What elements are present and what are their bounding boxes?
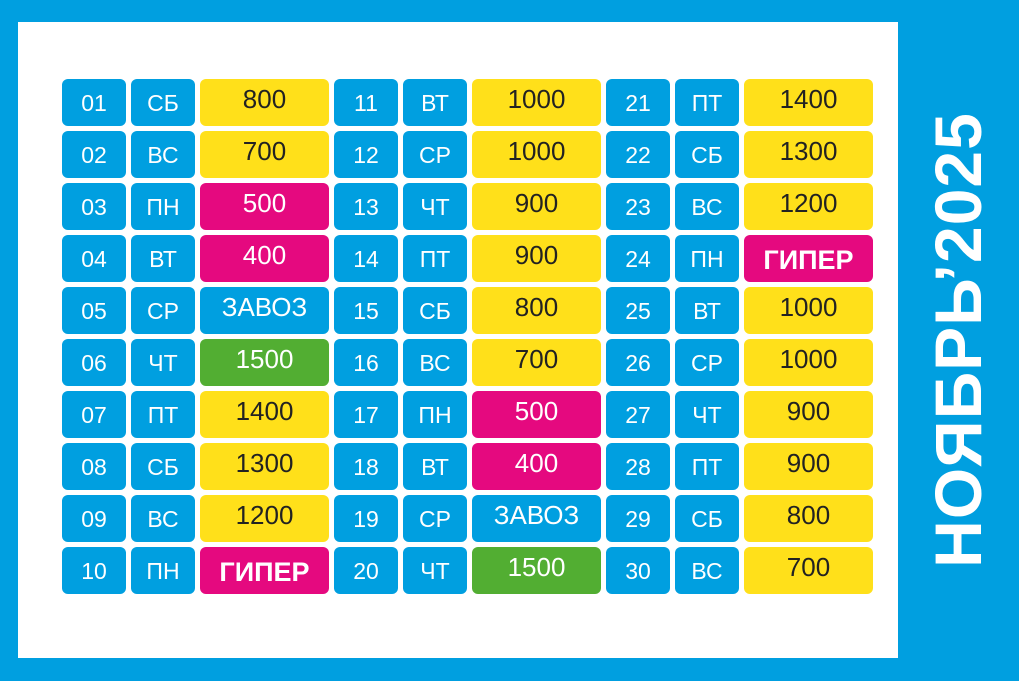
day-number: 26 bbox=[606, 339, 670, 386]
day-number: 08 bbox=[62, 443, 126, 490]
day-of-week: ВТ bbox=[675, 287, 739, 334]
day-of-week: ВТ bbox=[403, 79, 467, 126]
month-title: НОЯБРЬ’2025 bbox=[921, 112, 995, 568]
day-value: 1200 bbox=[744, 183, 873, 230]
day-number: 22 bbox=[606, 131, 670, 178]
day-number: 28 bbox=[606, 443, 670, 490]
day-value: 900 bbox=[472, 235, 601, 282]
day-of-week: ВТ bbox=[403, 443, 467, 490]
day-number: 05 bbox=[62, 287, 126, 334]
day-value: 900 bbox=[744, 443, 873, 490]
day-number: 06 bbox=[62, 339, 126, 386]
day-of-week: ВТ bbox=[131, 235, 195, 282]
day-value: 400 bbox=[472, 443, 601, 490]
day-value: 800 bbox=[744, 495, 873, 542]
day-of-week: ЧТ bbox=[403, 547, 467, 594]
day-value: 700 bbox=[200, 131, 329, 178]
day-number: 01 bbox=[62, 79, 126, 126]
day-number: 15 bbox=[334, 287, 398, 334]
day-of-week: СР bbox=[403, 131, 467, 178]
day-number: 23 bbox=[606, 183, 670, 230]
day-number: 19 bbox=[334, 495, 398, 542]
day-of-week: ПТ bbox=[131, 391, 195, 438]
day-of-week: СБ bbox=[675, 495, 739, 542]
day-number: 14 bbox=[334, 235, 398, 282]
day-value: 1400 bbox=[200, 391, 329, 438]
day-of-week: ПН bbox=[131, 183, 195, 230]
day-of-week: СБ bbox=[675, 131, 739, 178]
day-number: 13 bbox=[334, 183, 398, 230]
day-of-week: ПТ bbox=[675, 79, 739, 126]
day-of-week: ПТ bbox=[403, 235, 467, 282]
day-of-week: ВС bbox=[675, 183, 739, 230]
calendar-grid: 01 СБ 800 02 ВС 700 03 ПН 500 04 ВТ 400 05 СР ЗАВОЗ 06 Ч… bbox=[62, 79, 873, 594]
day-value: 1500 bbox=[200, 339, 329, 386]
day-of-week: ВС bbox=[403, 339, 467, 386]
day-value: 1000 bbox=[472, 79, 601, 126]
day-of-week: ВС bbox=[675, 547, 739, 594]
day-value: 1300 bbox=[200, 443, 329, 490]
day-number: 27 bbox=[606, 391, 670, 438]
day-of-week: ПН bbox=[131, 547, 195, 594]
day-value: 900 bbox=[744, 391, 873, 438]
day-number: 12 bbox=[334, 131, 398, 178]
day-value: 500 bbox=[472, 391, 601, 438]
day-value: 900 bbox=[472, 183, 601, 230]
day-of-week: ЧТ bbox=[131, 339, 195, 386]
day-of-week: ЧТ bbox=[675, 391, 739, 438]
day-number: 18 bbox=[334, 443, 398, 490]
day-value: 1000 bbox=[472, 131, 601, 178]
day-value: 800 bbox=[472, 287, 601, 334]
day-number: 24 bbox=[606, 235, 670, 282]
day-of-week: ВС bbox=[131, 495, 195, 542]
day-value: 500 bbox=[200, 183, 329, 230]
day-number: 09 bbox=[62, 495, 126, 542]
day-number: 17 bbox=[334, 391, 398, 438]
day-value: 1000 bbox=[744, 339, 873, 386]
day-of-week: ПН bbox=[675, 235, 739, 282]
day-of-week: СР bbox=[131, 287, 195, 334]
day-value: ЗАВОЗ bbox=[472, 495, 601, 542]
day-number: 02 bbox=[62, 131, 126, 178]
day-number: 11 bbox=[334, 79, 398, 126]
day-value: 800 bbox=[200, 79, 329, 126]
day-of-week: СБ bbox=[403, 287, 467, 334]
day-value: 1400 bbox=[744, 79, 873, 126]
day-number: 07 bbox=[62, 391, 126, 438]
day-value: 700 bbox=[744, 547, 873, 594]
day-number: 03 bbox=[62, 183, 126, 230]
day-of-week: СР bbox=[403, 495, 467, 542]
day-value: ГИПЕР bbox=[744, 235, 873, 282]
day-number: 16 bbox=[334, 339, 398, 386]
day-number: 04 bbox=[62, 235, 126, 282]
day-value: 400 bbox=[200, 235, 329, 282]
day-value: 1300 bbox=[744, 131, 873, 178]
day-number: 30 bbox=[606, 547, 670, 594]
day-number: 29 bbox=[606, 495, 670, 542]
day-number: 21 bbox=[606, 79, 670, 126]
day-number: 20 bbox=[334, 547, 398, 594]
day-number: 25 bbox=[606, 287, 670, 334]
day-value: 1500 bbox=[472, 547, 601, 594]
day-value: 700 bbox=[472, 339, 601, 386]
day-value: ГИПЕР bbox=[200, 547, 329, 594]
day-of-week: СБ bbox=[131, 443, 195, 490]
day-of-week: ВС bbox=[131, 131, 195, 178]
day-of-week: ПН bbox=[403, 391, 467, 438]
day-of-week: СР bbox=[675, 339, 739, 386]
day-number: 10 bbox=[62, 547, 126, 594]
day-of-week: СБ bbox=[131, 79, 195, 126]
day-value: 1000 bbox=[744, 287, 873, 334]
day-value: 1200 bbox=[200, 495, 329, 542]
day-of-week: ПТ bbox=[675, 443, 739, 490]
day-of-week: ЧТ bbox=[403, 183, 467, 230]
day-value: ЗАВОЗ bbox=[200, 287, 329, 334]
